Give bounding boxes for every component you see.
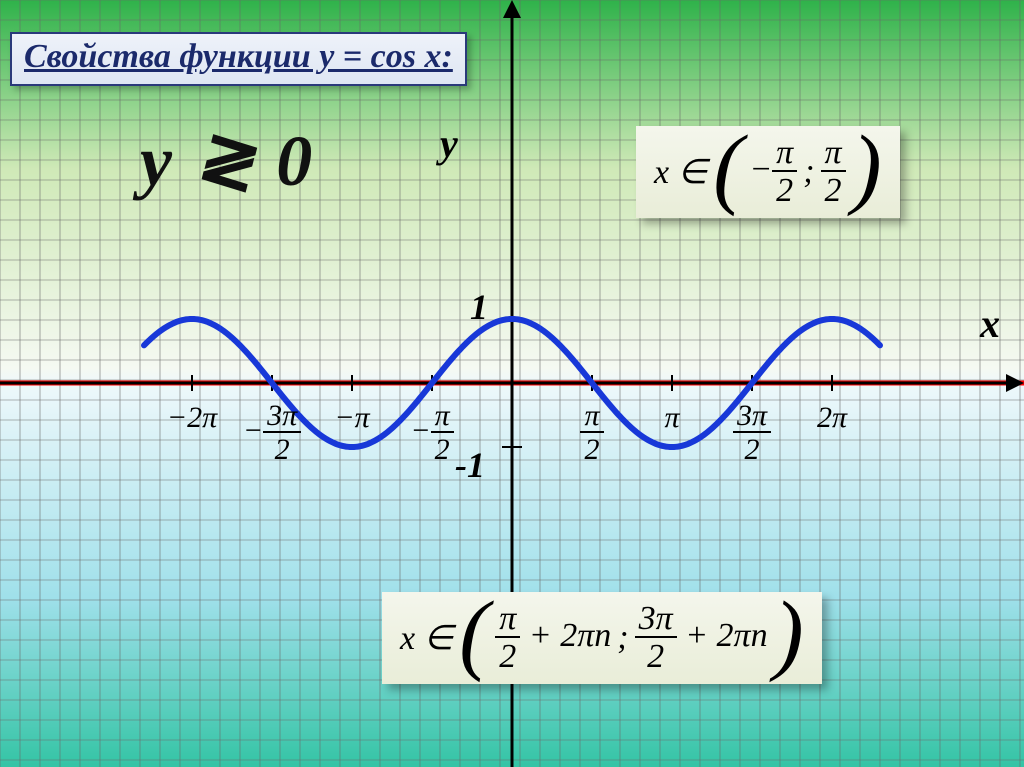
interval2-right: 3π2 + 2πn — [635, 602, 768, 674]
x-tick-label: −π — [312, 401, 392, 435]
tick-one: 1 — [470, 286, 488, 328]
interval2-sep: ; — [617, 619, 628, 657]
title-box: Свойства функции y = cos x: — [10, 32, 467, 86]
interval-box-1: x ∈ ( −π2 ; π2 ) — [636, 126, 900, 218]
x-tick-label: −π2 — [392, 401, 472, 465]
x-tick-label: −3π2 — [232, 401, 312, 465]
title-text: Свойства функции y = cos x: — [24, 38, 453, 75]
interval-box-2: x ∈ ( π2 + 2πn ; 3π2 + 2πn ) — [382, 592, 822, 684]
x-tick-label: 3π2 — [712, 401, 792, 465]
interval1-right: π2 — [821, 136, 846, 208]
x-axis-label: x — [980, 300, 1000, 347]
interval2-prefix: x ∈ — [400, 618, 453, 658]
x-tick-label: 2π — [792, 401, 872, 435]
interval1-sep: ; — [803, 153, 814, 191]
interval1-prefix: x ∈ — [654, 152, 707, 192]
interval1-left: −π2 — [749, 136, 797, 208]
x-tick-label: π2 — [552, 401, 632, 465]
inequality-text: y ≷ 0 — [140, 118, 314, 203]
x-tick-label: −2π — [152, 401, 232, 435]
y-axis-label: y — [440, 120, 458, 167]
interval2-left: π2 + 2πn — [495, 602, 611, 674]
x-tick-label: π — [632, 401, 712, 435]
